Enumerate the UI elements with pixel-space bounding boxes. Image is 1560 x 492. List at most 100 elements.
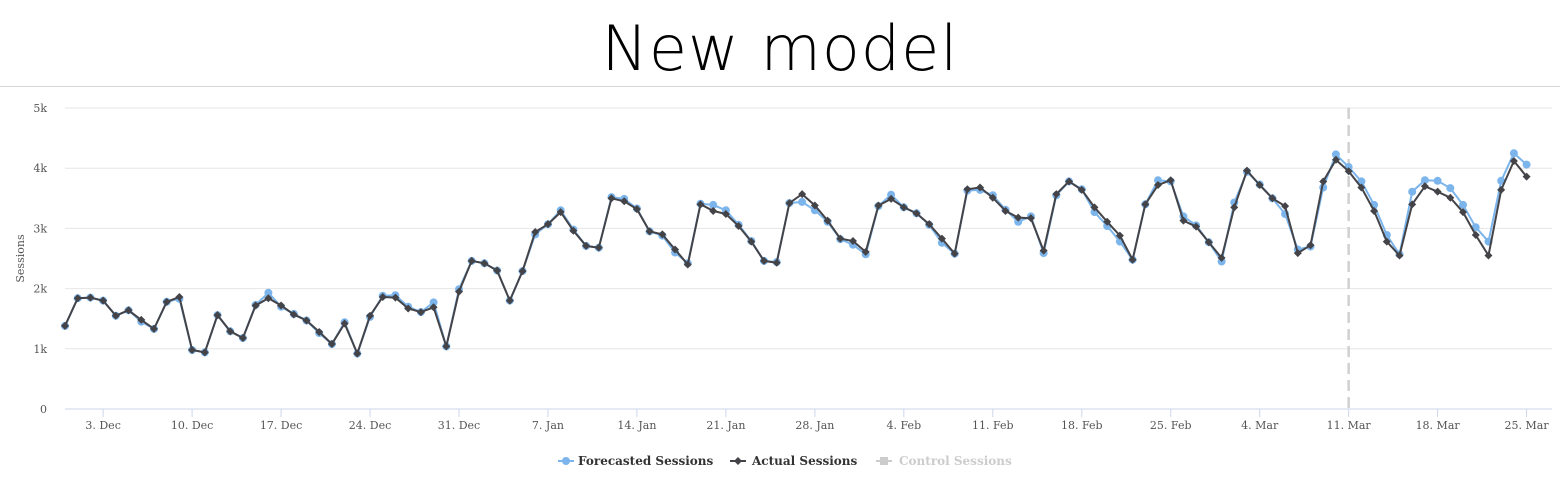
actual-point	[188, 346, 197, 355]
actual-point	[1103, 217, 1112, 226]
title-divider	[0, 86, 1560, 87]
actual-point	[963, 185, 972, 194]
actual-point	[1230, 203, 1239, 212]
forecast-point	[1408, 187, 1417, 196]
forecast-point	[1497, 176, 1506, 185]
actual-point	[1242, 166, 1251, 175]
actual-point	[556, 208, 565, 217]
actual-point	[1344, 167, 1353, 176]
forecast-series-line	[64, 151, 1528, 357]
actual-point	[277, 301, 286, 310]
x-tick-label: 11. Feb	[972, 419, 1014, 432]
actual-point	[976, 183, 985, 192]
actual-point	[696, 200, 705, 209]
actual-point	[1141, 200, 1150, 209]
actual-point	[607, 194, 616, 203]
actual-point	[226, 327, 235, 336]
legend-marker	[734, 457, 742, 465]
actual-point	[569, 226, 578, 235]
forecast-point	[709, 200, 718, 209]
actual-point	[340, 319, 349, 328]
legend-item[interactable]: Actual Sessions	[730, 454, 857, 468]
y-tick-label: 2k	[33, 283, 47, 296]
actual-point	[848, 237, 857, 246]
actual-point	[861, 247, 870, 256]
forecast-point	[1154, 176, 1162, 185]
actual-point	[925, 220, 934, 229]
x-tick-label: 14. Jan	[617, 419, 656, 432]
x-tick-label: 24. Dec	[349, 419, 391, 432]
actual-point	[175, 293, 184, 302]
actual-point	[1090, 203, 1099, 212]
actual-point	[1433, 187, 1442, 196]
actual-point	[1446, 193, 1455, 202]
actual-point	[937, 234, 946, 243]
forecast-point	[1522, 160, 1531, 169]
actual-point	[543, 220, 552, 229]
forecast-point	[1420, 176, 1429, 185]
forecast-point	[1446, 184, 1455, 193]
actual-point	[531, 228, 540, 237]
actual-point	[1331, 155, 1340, 164]
actual-point	[594, 243, 603, 252]
forecast-point	[1433, 176, 1442, 185]
x-tick-label: 28. Jan	[795, 419, 834, 432]
y-axis-title: Sessions	[14, 234, 27, 283]
forecast-point	[1459, 200, 1467, 209]
actual-point	[1128, 255, 1137, 264]
actual-point	[1420, 182, 1429, 191]
actual-point	[1357, 183, 1366, 192]
actual-point	[238, 333, 247, 342]
actual-point	[327, 339, 336, 348]
actual-point	[480, 259, 489, 268]
x-tick-label: 7. Jan	[532, 419, 564, 432]
actual-point	[1497, 185, 1506, 194]
x-tick-label: 3. Dec	[85, 419, 120, 432]
y-tick-label: 3k	[33, 222, 47, 235]
actual-point	[632, 205, 641, 214]
forecast-point	[1471, 223, 1480, 232]
actual-point	[162, 297, 171, 306]
x-tick-label: 17. Dec	[260, 419, 302, 432]
actual-point	[1281, 202, 1290, 211]
actual-point	[289, 310, 298, 319]
actual-point	[1484, 251, 1493, 260]
actual-point	[1522, 172, 1531, 181]
actual-point	[620, 197, 629, 206]
actual-point	[734, 221, 743, 230]
x-tick-label: 25. Feb	[1150, 419, 1192, 432]
actual-point	[61, 321, 69, 330]
y-tick-label: 1k	[33, 343, 47, 356]
x-tick-label: 10. Dec	[171, 419, 213, 432]
legend-label: Forecasted Sessions	[578, 454, 714, 468]
actual-point	[887, 194, 896, 203]
actual-point	[111, 311, 120, 320]
actual-point	[1509, 156, 1518, 165]
actual-point	[1179, 216, 1188, 225]
legend-label: Control Sessions	[899, 454, 1012, 468]
forecast-point	[1509, 149, 1518, 158]
actual-point	[683, 260, 692, 269]
legend: Forecasted Sessions Actual Sessions Contro…	[558, 454, 1012, 468]
actual-point	[1154, 181, 1163, 190]
legend-marker	[880, 457, 888, 465]
actual-point	[950, 249, 959, 258]
actual-point	[1001, 206, 1010, 215]
actual-point	[785, 199, 794, 208]
forecast-point	[887, 190, 896, 199]
actual-point	[200, 348, 209, 357]
actual-point	[760, 256, 769, 265]
actual-point	[1370, 206, 1379, 215]
actual-point	[1293, 249, 1302, 258]
legend-item[interactable]: Control Sessions	[876, 454, 1012, 468]
actual-point	[518, 267, 527, 276]
actual-point	[1408, 200, 1417, 209]
actual-point	[353, 349, 362, 358]
actual-point	[1306, 241, 1315, 250]
legend-item[interactable]: Forecasted Sessions	[558, 454, 714, 468]
actual-point	[73, 294, 82, 303]
x-tick-label: 18. Feb	[1061, 419, 1103, 432]
x-tick-label: 31. Dec	[438, 419, 480, 432]
legend-label: Actual Sessions	[751, 454, 857, 468]
